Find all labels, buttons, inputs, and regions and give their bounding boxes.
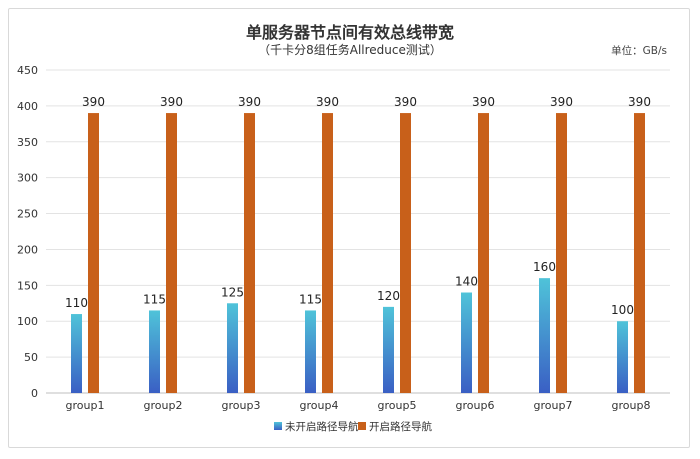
data-label: 115 — [299, 292, 322, 306]
bar-series1-group8 — [617, 321, 628, 393]
bar-series1-group5 — [383, 306, 394, 393]
data-label: 390 — [238, 95, 261, 109]
data-label: 390 — [550, 95, 573, 109]
bar-series2-group3 — [244, 113, 255, 394]
bar-series2-group7 — [556, 113, 567, 394]
bar-series2-group1 — [88, 113, 99, 394]
data-label: 390 — [472, 95, 495, 109]
bar-series2-group2 — [166, 113, 177, 394]
legend-swatch-2 — [358, 422, 366, 430]
legend-label-2: 开启路径导航 — [369, 420, 432, 433]
x-tick-label: group7 — [534, 399, 573, 412]
x-tick-label: group8 — [612, 399, 651, 412]
y-tick-label: 0 — [31, 387, 38, 400]
bar-series1-group3 — [227, 303, 238, 393]
y-tick-label: 150 — [17, 279, 38, 292]
grid-lines — [46, 69, 670, 394]
y-tick-label: 300 — [17, 172, 38, 185]
bar-series1-group6 — [461, 292, 472, 393]
bars: 110 390 115 390 125 390 115 390 120 390 140 390 160 3… — [65, 95, 651, 394]
data-label: 140 — [455, 275, 478, 289]
chart-subtitle: （千卡分8组任务Allreduce测试） — [258, 42, 442, 57]
x-tick-label: group3 — [222, 399, 261, 412]
chart-frame — [8, 8, 690, 448]
chart-title: 单服务器节点间有效总线带宽 — [246, 23, 454, 42]
data-label: 160 — [533, 260, 556, 274]
unit-label: 单位：GB/s — [611, 44, 667, 57]
data-label: 115 — [143, 292, 166, 306]
bar-series2-group5 — [400, 113, 411, 394]
data-label: 390 — [394, 95, 417, 109]
legend: 未开启路径导航 开启路径导航 — [274, 420, 432, 433]
x-tick-label: group6 — [456, 399, 495, 412]
bar-series1-group2 — [149, 310, 160, 393]
legend-swatch-1 — [274, 422, 282, 430]
bar-series1-group1 — [71, 314, 82, 393]
legend-label-1: 未开启路径导航 — [285, 420, 359, 433]
bar-series2-group8 — [634, 113, 645, 394]
data-label: 390 — [160, 95, 183, 109]
x-tick-label: group5 — [378, 399, 417, 412]
bar-series2-group4 — [322, 113, 333, 394]
bar-series1-group4 — [305, 310, 316, 393]
data-label: 390 — [82, 95, 105, 109]
data-label: 390 — [628, 95, 651, 109]
x-tick-label: group1 — [66, 399, 105, 412]
x-axis-ticks: group1 group2 group3 group4 group5 group6 grou… — [66, 399, 651, 412]
bar-series2-group6 — [478, 113, 489, 394]
y-axis-ticks: 0 50 100 150 200 250 300 350 400 450 — [17, 64, 38, 400]
data-label: 120 — [377, 289, 400, 303]
x-tick-label: group2 — [144, 399, 183, 412]
data-label: 125 — [221, 285, 244, 299]
x-tick-label: group4 — [300, 399, 339, 412]
data-label: 390 — [316, 95, 339, 109]
y-tick-label: 50 — [24, 351, 38, 364]
y-tick-label: 400 — [17, 100, 38, 113]
data-label: 110 — [65, 296, 88, 310]
y-tick-label: 200 — [17, 243, 38, 256]
y-tick-label: 250 — [17, 208, 38, 221]
y-tick-label: 350 — [17, 136, 38, 149]
y-tick-label: 450 — [17, 64, 38, 77]
bar-series1-group7 — [539, 278, 550, 393]
y-tick-label: 100 — [17, 315, 38, 328]
data-label: 100 — [611, 303, 634, 317]
